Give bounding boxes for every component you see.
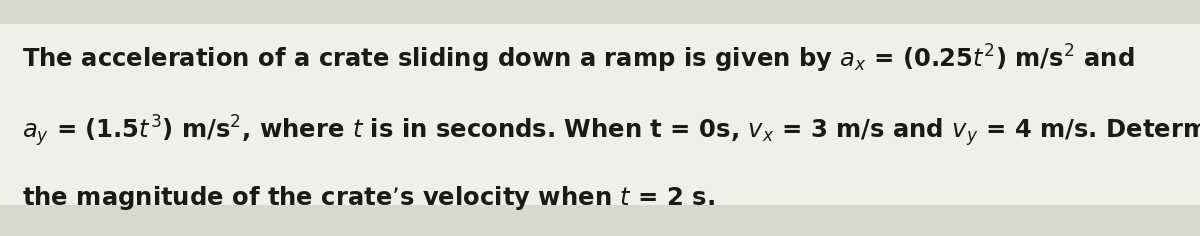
Text: $a_y$ = (1.5$t^3$) m/s$^2$, where $t$ is in seconds. When t = 0s, $v_x$ = 3 m/s : $a_y$ = (1.5$t^3$) m/s$^2$, where $t$ is… xyxy=(22,113,1200,149)
Text: the magnitude of the crate’s velocity when $t$ = 2 s.: the magnitude of the crate’s velocity wh… xyxy=(22,184,714,212)
FancyBboxPatch shape xyxy=(0,24,1200,205)
Text: The acceleration of a crate sliding down a ramp is given by $a_x$ = (0.25$t^2$) : The acceleration of a crate sliding down… xyxy=(22,42,1134,75)
